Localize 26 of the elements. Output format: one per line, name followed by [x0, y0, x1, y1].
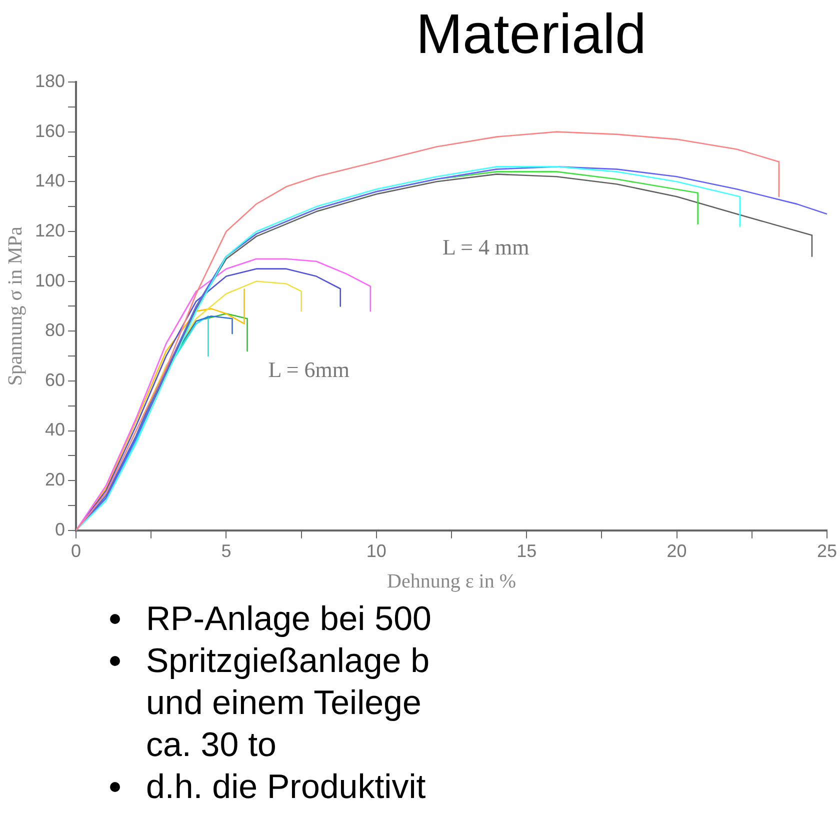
y-tick-label: 20 [45, 470, 66, 490]
x-tick-label: 15 [516, 541, 537, 562]
y-tick-label: 120 [34, 220, 66, 240]
y-tick-label: 0 [55, 519, 66, 540]
x-tick-label: 0 [71, 541, 82, 562]
y-tick-label: 60 [45, 370, 66, 390]
annotation: L = 6mm [268, 356, 350, 382]
x-axis-title: Dehnung ε in % [387, 570, 516, 592]
x-tick-label: 10 [366, 541, 386, 562]
text: RP-Anlage bei 500 [146, 600, 432, 638]
y-tick-label: 100 [34, 270, 66, 290]
x-tick-label: 25 [816, 541, 838, 562]
annotation: L = 4 mm [442, 234, 530, 260]
y-tick-label: 80 [45, 320, 66, 340]
y-tick-label: 40 [45, 420, 66, 440]
x-tick-label: 5 [221, 541, 232, 562]
x-tick-label: 20 [666, 541, 687, 562]
text: d.h. die Produktivit [146, 768, 426, 806]
text: ca. 30 to [146, 726, 276, 764]
y-tick-label: 140 [34, 170, 66, 191]
y-tick-label: 180 [34, 70, 66, 91]
text: und einem Teilege [146, 684, 422, 722]
chart-title: Materiald [416, 2, 646, 65]
y-axis-title: Spannung σ in MPa [4, 226, 26, 386]
text: Spritzgießanlage b [146, 642, 430, 680]
y-tick-label: 160 [34, 120, 66, 141]
